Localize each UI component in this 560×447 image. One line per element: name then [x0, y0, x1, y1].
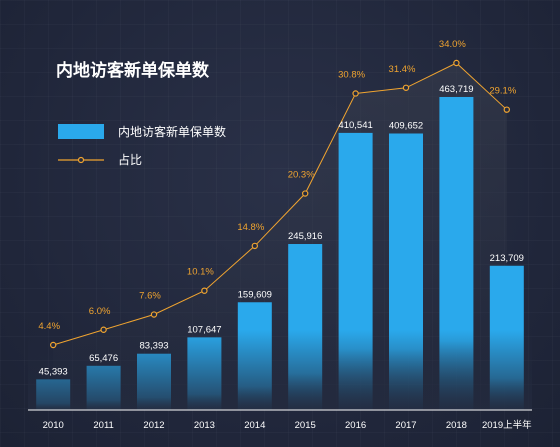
- x-tick-label: 2015: [295, 420, 316, 431]
- x-tick-label: 2011: [93, 420, 113, 431]
- line-point: [251, 242, 258, 250]
- percent-line: [53, 62, 508, 346]
- bottom-fade-overlay: [28, 330, 532, 410]
- bar-value-label: 245,916: [288, 231, 322, 242]
- line-layer: [50, 59, 510, 349]
- percent-label: 7.6%: [139, 291, 161, 302]
- percent-label: 30.8%: [338, 69, 365, 80]
- bar-value-label: 410,541: [338, 120, 372, 131]
- percent-label: 20.3%: [288, 170, 315, 181]
- line-point: [201, 287, 208, 294]
- percent-label: 10.1%: [187, 267, 214, 278]
- x-tick-label: 2012: [143, 420, 164, 431]
- line-point: [453, 59, 460, 67]
- x-tick-label: 2016: [345, 420, 366, 431]
- x-tick-label: 2013: [194, 420, 215, 431]
- x-tick-label: 2017: [395, 420, 416, 431]
- percent-label: 29.1%: [489, 86, 516, 97]
- x-tick-label: 2014: [244, 420, 265, 431]
- legend-bar-swatch: [58, 124, 104, 139]
- line-point: [100, 326, 107, 333]
- percent-label: 34.0%: [439, 39, 466, 50]
- bar-value-label: 409,652: [389, 120, 423, 131]
- legend-line-marker: [77, 156, 85, 164]
- percent-label: 6.0%: [89, 306, 111, 317]
- x-axis-ticks: 2010 2011 2012 2013 2014 2015 2016 2017 2018 2019…: [43, 419, 532, 431]
- line-point: [402, 84, 410, 91]
- percent-label: 4.4%: [38, 321, 60, 332]
- legend-bar-label: 内地访客新单保单数: [118, 124, 226, 139]
- bar-value-label: 213,709: [490, 253, 524, 264]
- labels-layer: 45,393 4.4% 65,476 6.0% 83,393 7.6% 107,647 10.…: [38, 39, 524, 377]
- chart-legend: 内地访客新单保单数 占比: [58, 124, 226, 167]
- x-tick-label: 2018: [446, 420, 467, 431]
- bar-value-label: 107,647: [187, 324, 221, 335]
- x-tick-label: 2019上半年: [482, 419, 532, 431]
- bar-value-label: 463,719: [439, 84, 473, 95]
- percent-label: 31.4%: [389, 64, 416, 75]
- chart-title: 内地访客新单保单数: [56, 60, 210, 80]
- line-point: [302, 190, 309, 197]
- line-point: [352, 90, 359, 97]
- line-point: [150, 311, 158, 318]
- line-point: [50, 341, 57, 349]
- line-point: [503, 106, 510, 113]
- bar-value-label: 83,393: [139, 341, 168, 352]
- percent-label: 14.8%: [237, 222, 264, 233]
- x-tick-label: 2010: [43, 420, 64, 431]
- bar-value-label: 65,476: [89, 353, 118, 364]
- bar-value-label: 45,393: [39, 366, 68, 377]
- bar-value-label: 159,609: [238, 289, 272, 300]
- legend-line-label: 占比: [118, 152, 142, 167]
